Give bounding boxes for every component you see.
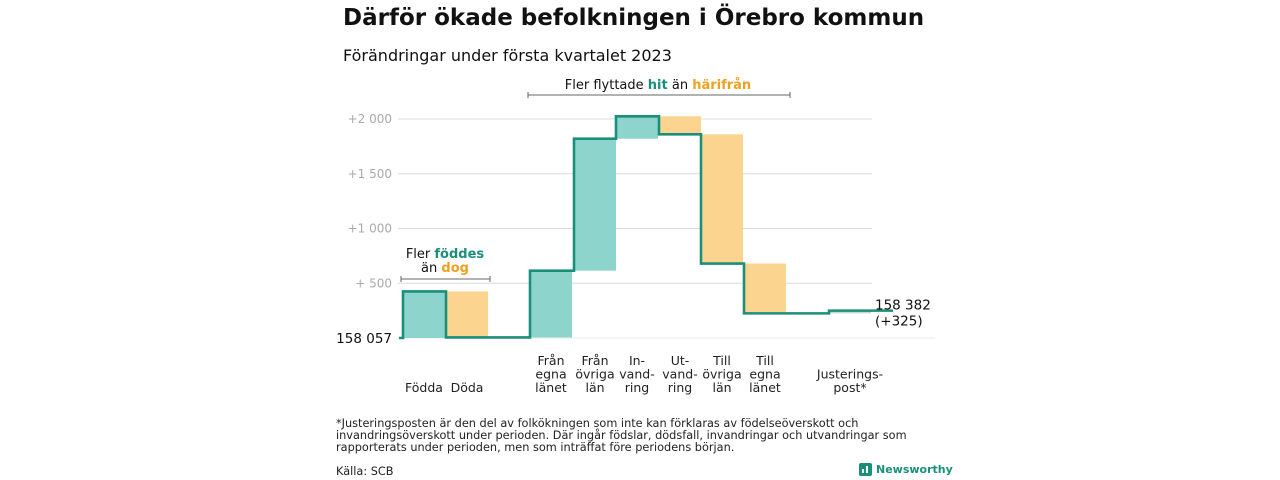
category-label: Till övriga län <box>702 353 741 395</box>
decrease-bar <box>744 263 786 314</box>
category-label-line: Döda <box>451 380 484 395</box>
footnote: *Justeringsposten är den del av folkökni… <box>336 417 907 454</box>
category-label: Döda <box>451 380 484 395</box>
increase-bar <box>530 270 572 338</box>
category-label: Från egna länet <box>535 353 567 395</box>
category-label: Födda <box>405 380 443 395</box>
category-label-line: övriga <box>702 367 741 382</box>
category-label-line: Till <box>712 353 731 368</box>
births-annotation-line2: än dog <box>421 261 469 276</box>
end-value-label: 158 382 <box>875 298 931 314</box>
category-label-line: Födda <box>405 380 443 395</box>
start-value-label: 158 057 <box>336 331 392 347</box>
category-label: Ut-vand-ring <box>662 353 697 395</box>
end-change-label: (+325) <box>875 314 923 330</box>
births-annotation-highlight: föddes <box>434 247 484 262</box>
y-tick-label: +1 000 <box>348 222 392 236</box>
y-tick-label: +2 000 <box>348 112 392 126</box>
decrease-bar <box>701 134 743 264</box>
category-label-line: övriga <box>575 367 614 382</box>
logo-text: Newsworthy <box>876 463 953 476</box>
decrease-bar <box>446 291 488 338</box>
category-label-line: län <box>712 380 731 395</box>
births-annotation-pre: Fler <box>406 247 435 262</box>
births-annotation-highlight2: dog <box>441 261 469 276</box>
waterfall-chart: + 500 +1 000 +1 500 +2 000 158 057 158 382(+3… <box>336 78 935 396</box>
migration-annotation: Fler flyttade hit än härifrån <box>565 78 751 93</box>
migration-annotation-pre: Fler flyttade <box>565 78 648 93</box>
category-label-line: vand- <box>662 367 697 382</box>
y-tick-label: +1 500 <box>348 167 392 181</box>
category-label-line: län <box>585 380 604 395</box>
increase-bar <box>616 116 658 139</box>
category-label: In-vand-ring <box>619 353 654 395</box>
category-label-line: Till <box>755 353 774 368</box>
category-label-line: egna <box>535 367 566 382</box>
births-annotation-line2-pre: än <box>421 261 441 276</box>
category-label-line: egna <box>749 367 780 382</box>
cumulative-step-line <box>399 114 893 340</box>
chart-subtitle: Förändringar under första kvartalet 2023 <box>343 46 672 65</box>
category-label-line: Från <box>537 353 564 368</box>
category-label-line: ring <box>668 380 692 395</box>
category-label-line: länet <box>535 380 567 395</box>
category-label-line: Från <box>581 353 608 368</box>
increase-bar <box>403 291 445 338</box>
migration-annotation-mid: än <box>668 78 692 93</box>
category-label-line: ring <box>625 380 649 395</box>
category-label-line: länet <box>749 380 781 395</box>
source-text: Källa: SCB <box>336 465 394 478</box>
category-label-line: post* <box>833 380 866 395</box>
newsworthy-logo-icon <box>859 463 872 476</box>
category-label-line: In- <box>629 353 645 368</box>
chart-title: Därför ökade befolkningen i Örebro kommu… <box>343 5 925 31</box>
newsworthy-logo: Newsworthy <box>859 463 953 476</box>
category-label-line: vand- <box>619 367 654 382</box>
y-tick-label: + 500 <box>355 276 392 290</box>
increase-bar <box>829 310 871 314</box>
migration-annotation-highlight: hit <box>648 78 668 93</box>
category-label: Till egna länet <box>749 353 781 395</box>
births-annotation-line1: Fler föddes <box>406 247 485 262</box>
decrease-bar <box>659 116 701 135</box>
category-label-line: Justerings- <box>816 367 883 382</box>
migration-annotation-highlight2: härifrån <box>692 78 751 93</box>
category-label: Justerings-post* <box>816 367 883 396</box>
category-label: Från övriga län <box>575 353 614 395</box>
category-label-line: Ut- <box>671 353 690 368</box>
increase-bar <box>574 138 616 271</box>
